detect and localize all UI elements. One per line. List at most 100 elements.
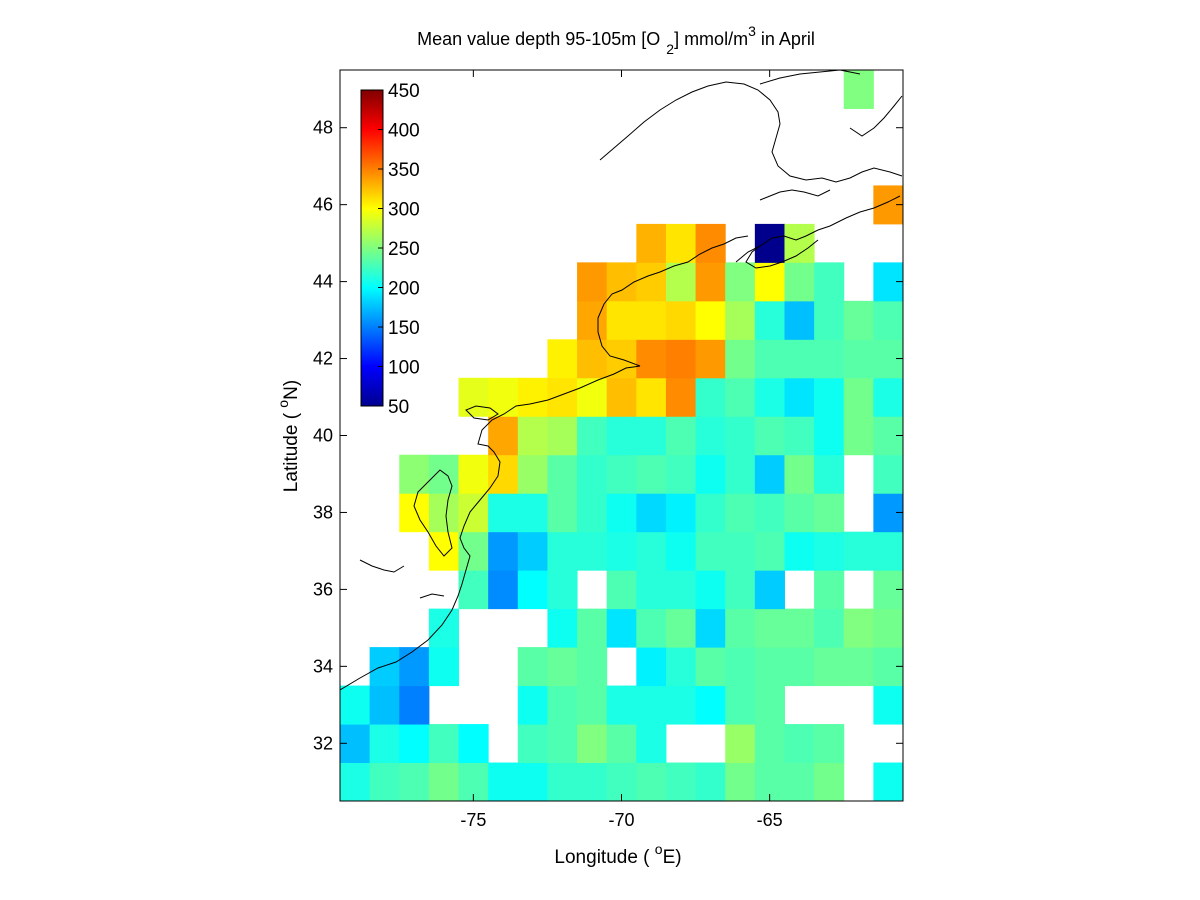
heatmap-cell — [725, 300, 756, 340]
heatmap-cell — [458, 454, 489, 494]
heatmap-cell — [695, 608, 726, 648]
heatmap-cell — [695, 262, 726, 302]
heatmap-cell — [428, 608, 460, 648]
heatmap-cell — [636, 647, 667, 687]
heatmap-cell — [488, 570, 519, 610]
heatmap-cell — [547, 762, 578, 801]
heatmap-cell — [754, 647, 785, 687]
heatmap-cell — [636, 416, 667, 456]
x-axis: -75 -70 -65 — [460, 70, 783, 830]
heatmap-cell — [399, 724, 430, 764]
heatmap-cell — [725, 570, 756, 610]
heatmap-cell — [725, 493, 756, 533]
heatmap-cell — [784, 531, 815, 571]
heatmap-cell — [695, 570, 726, 610]
heatmap-cell — [606, 454, 637, 494]
heatmap-cell — [517, 493, 548, 533]
heatmap-cell — [399, 493, 430, 533]
heatmap-cell — [843, 339, 874, 379]
y-tick-label: 38 — [313, 502, 333, 522]
heatmap-cell — [725, 685, 756, 725]
heatmap-cell — [665, 300, 697, 340]
x-axis-label: Longitude ( oE) — [554, 841, 681, 868]
heatmap-cell — [814, 647, 845, 687]
heatmap-cell — [784, 608, 815, 648]
heatmap-cell — [458, 724, 489, 764]
heatmap-cell — [695, 685, 726, 725]
y-tick-label: 42 — [313, 349, 333, 369]
heatmap-cell — [606, 339, 637, 379]
heatmap-cell — [517, 647, 548, 687]
heatmap-cell — [725, 454, 756, 494]
heatmap-cell — [606, 416, 637, 456]
heatmap-cell — [606, 493, 637, 533]
colorbar-tick-label: 200 — [388, 279, 420, 300]
heatmap-cell — [547, 685, 578, 725]
heatmap-cell — [784, 339, 815, 379]
heatmap-cell — [547, 570, 578, 610]
heatmap-cell — [547, 493, 578, 533]
heatmap-cell — [340, 762, 371, 801]
y-tick-label: 46 — [313, 195, 333, 215]
heatmap-cell — [784, 454, 815, 494]
heatmap-cell — [636, 724, 667, 764]
heatmap-cell — [340, 685, 371, 725]
heatmap-cell — [814, 762, 845, 801]
heatmap-cell — [784, 724, 815, 764]
heatmap-cell — [814, 339, 845, 379]
heatmap-cell — [517, 685, 548, 725]
heatmap-cell — [577, 377, 608, 417]
heatmap-cell — [843, 647, 874, 687]
heatmap-cell — [725, 647, 756, 687]
heatmap-cell — [399, 762, 430, 801]
heatmap-cell — [725, 416, 756, 456]
heatmap-cell — [606, 724, 637, 764]
heatmap-cell — [636, 223, 667, 263]
heatmap-cell — [547, 339, 578, 379]
heatmap-cell — [784, 416, 815, 456]
heatmap-cell — [754, 531, 785, 571]
heatmap-cell — [754, 724, 785, 764]
heatmap-cell — [725, 531, 756, 571]
heatmap-cell — [784, 300, 815, 340]
heatmap-cell — [695, 454, 726, 494]
heatmap-cell — [636, 685, 667, 725]
colorbar-tick-label: 400 — [388, 121, 420, 142]
y-tick-label: 48 — [313, 118, 333, 138]
heatmap-cell — [577, 762, 608, 801]
heatmap-cell — [814, 531, 845, 571]
heatmap-cell — [695, 762, 726, 801]
heatmap-cell — [547, 416, 578, 456]
heatmap-cell — [784, 493, 815, 533]
heatmap-cell — [665, 416, 697, 456]
heatmap-cell — [577, 454, 608, 494]
heatmap-cell — [458, 570, 489, 610]
heatmap-cell — [636, 608, 667, 648]
colorbar-tick-label: 250 — [388, 239, 420, 260]
heatmap-cell — [665, 647, 697, 687]
heatmap-cell — [399, 685, 430, 725]
heatmap-cell — [665, 608, 697, 648]
heatmap-cell — [369, 685, 400, 725]
heatmap-cell — [814, 570, 845, 610]
heatmap-cell — [636, 300, 667, 340]
heatmap-cell — [577, 262, 608, 302]
heatmap-cell — [695, 493, 726, 533]
heatmap-cell — [665, 685, 697, 725]
heatmap-cell — [843, 377, 874, 417]
colorbar-tick-label: 350 — [388, 160, 420, 181]
heatmap-cell — [606, 531, 637, 571]
colorbar-tick-label: 50 — [388, 397, 409, 418]
heatmap-cell — [665, 339, 697, 379]
colorbar-tick-label: 150 — [388, 318, 420, 339]
heatmap-cell — [428, 647, 460, 687]
heatmap-cell — [547, 647, 578, 687]
heatmap-cell — [636, 339, 667, 379]
heatmap-cell — [725, 339, 756, 379]
y-axis: 32 34 36 38 40 42 44 46 48 — [313, 118, 903, 753]
heatmap-cell — [814, 377, 845, 417]
heatmap-cell — [428, 454, 460, 494]
heatmap-cell — [369, 724, 400, 764]
heatmap-cell — [695, 377, 726, 417]
